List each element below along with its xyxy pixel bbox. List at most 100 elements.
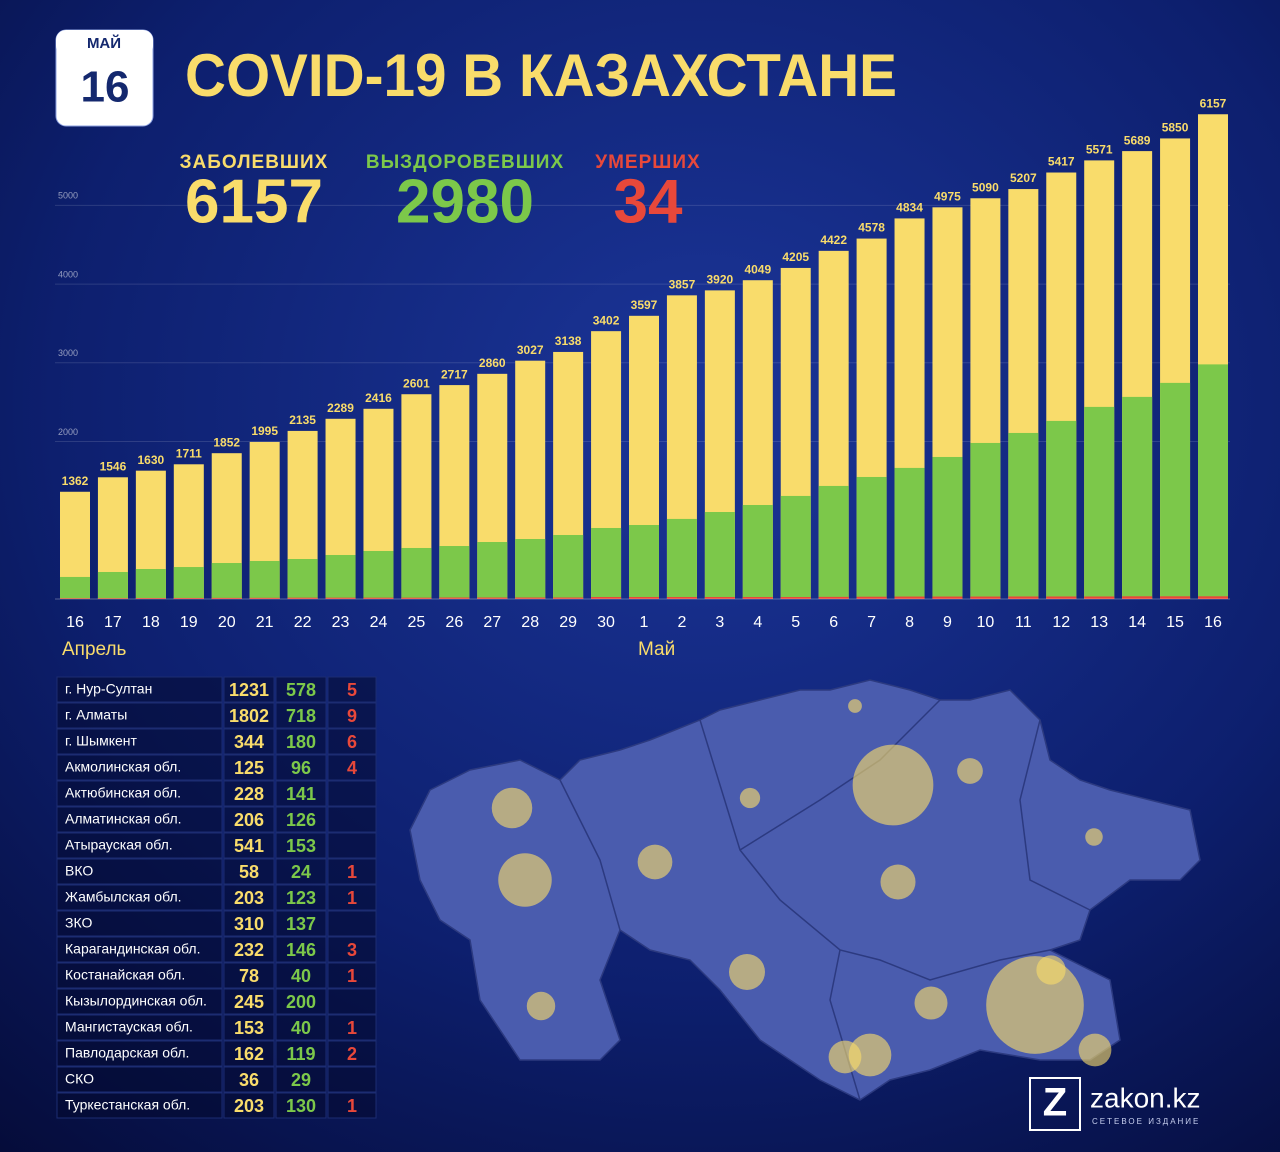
region-name: СКО [65,1071,94,1087]
x-tick-label: 21 [256,614,274,631]
table-cell [275,806,327,833]
bar-value-label: 2135 [289,413,316,427]
bar-deaths [249,597,280,599]
x-tick-label: 16 [1204,614,1222,631]
region-name: Карагандинская обл. [65,941,200,957]
table-cell [56,936,223,963]
bar-deaths [1046,596,1077,599]
table-number: 162 [234,1044,264,1064]
x-tick-label: 2 [677,614,686,631]
bar-deaths [439,597,470,599]
table-cell [275,780,327,807]
bar-recovered [1046,420,1077,599]
table-number: 40 [291,966,311,986]
month-label: Май [638,639,675,660]
date-badge-top [56,30,153,56]
bar-recovered [60,576,90,599]
x-tick-label: 9 [943,614,952,631]
region-name: г. Шымкент [65,733,137,749]
table-number: 58 [239,862,259,882]
x-tick-label: 18 [142,614,160,631]
bar-deaths [932,596,963,599]
bar-deaths [97,598,128,599]
map-bubble [1085,828,1103,846]
table-cell [275,910,327,937]
table-number: 1 [347,1096,357,1116]
table-number: 541 [234,836,264,856]
table-cell [327,1040,377,1067]
table-number: 344 [234,732,264,752]
region-name: Костанайская обл. [65,967,185,983]
bar-deaths [325,597,356,599]
table-cell [275,754,327,781]
x-tick-label: 12 [1052,614,1070,631]
table-cell [223,702,275,729]
table-cell [275,858,327,885]
bar-value-label: 5571 [1086,143,1113,157]
table-number: 203 [234,1096,264,1116]
bar-value-label: 4049 [744,262,771,276]
table-cell [56,884,223,911]
bar-recovered [742,504,773,599]
bar-deaths [1084,596,1115,599]
x-tick-label: 22 [294,614,312,631]
bar-value-label: 3920 [707,273,734,287]
bar-value-label: 2860 [479,356,506,370]
table-cell [223,754,275,781]
table-number: 1 [347,966,357,986]
bar-recovered [894,467,925,599]
x-tick-label: 25 [408,614,426,631]
bar-value-label: 3027 [517,343,544,357]
bar-recovered [591,527,622,599]
bar-recovered [401,547,432,599]
table-cell [327,936,377,963]
map-bubble [637,844,673,880]
bar-value-label: 4422 [820,233,847,247]
x-tick-label: 24 [370,614,388,631]
stat-label: УМЕРШИХ [595,152,700,173]
bar-recovered [173,567,204,599]
table-cell [223,1014,275,1041]
logo-box [1029,1077,1081,1131]
table-cell [56,858,223,885]
bar-recovered [1160,382,1191,599]
map-bubble [739,787,761,809]
bar-value-label: 4975 [934,189,961,203]
table-cell [275,702,327,729]
table-number: 228 [234,784,264,804]
bar-deaths [666,597,697,599]
table-number: 200 [286,992,316,1012]
title: COVID-19 В КАЗАХСТАНЕ [185,42,897,109]
x-tick-label: 29 [559,614,577,631]
table-cell [56,962,223,989]
region-name: Жамбылская обл. [65,889,182,905]
bar-recovered [1198,364,1228,599]
table-cell [275,1092,327,1119]
map-bubble [848,1033,892,1077]
logo-tagline: СЕТЕВОЕ ИЗДАНИЕ [1092,1117,1200,1126]
bar-recovered [515,539,546,599]
table-cell [223,936,275,963]
x-tick-label: 19 [180,614,198,631]
bar-value-label: 1852 [213,435,240,449]
map-bubble [728,953,766,991]
bar-value-label: 4578 [858,221,885,235]
region-name: Акмолинская обл. [65,759,181,775]
x-tick-label: 20 [218,614,236,631]
table-number: 310 [234,914,264,934]
table-cell [275,832,327,859]
table-cell [223,728,275,755]
bar-deaths [60,598,90,599]
map-bubble [852,744,934,826]
table-cell [275,1040,327,1067]
region-name: Актюбинская обл. [65,785,181,801]
table-number: 153 [234,1018,264,1038]
x-tick-label: 16 [66,614,84,631]
stat-value: 6157 [185,167,323,236]
bar-recovered [325,554,356,599]
table-number: 1 [347,1018,357,1038]
table-number: 2 [347,1044,357,1064]
x-tick-label: 1 [640,614,649,631]
map-bubble [1036,955,1066,985]
region-name: Атырауская обл. [65,837,173,853]
